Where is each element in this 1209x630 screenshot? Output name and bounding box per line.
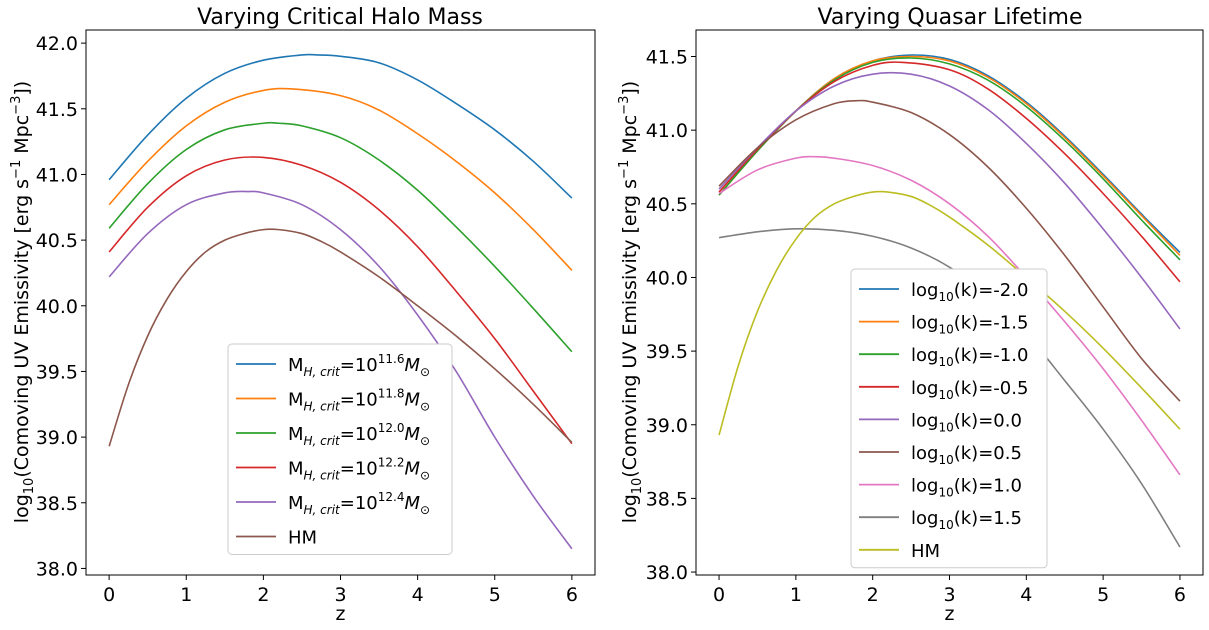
- y-axis-label: log10(Comoving UV Emissivity [erg s−1 Mp…: [617, 81, 645, 523]
- legend-label-4: MH, crit=1012.4M⊙: [288, 490, 430, 517]
- y-tick-label: 38.5: [646, 488, 688, 510]
- y-tick-label: 39.5: [36, 361, 78, 383]
- y-tick-label: 40.5: [36, 230, 78, 252]
- series-line-2: [108, 121, 573, 353]
- x-tick-label: 0: [103, 584, 115, 606]
- chart-title: Varying Critical Halo Mass: [197, 5, 483, 30]
- legend-label-2: MH, crit=1012.0M⊙: [288, 421, 430, 448]
- legend-label-5: HM: [288, 528, 317, 549]
- y-tick-label: 41.5: [36, 99, 78, 121]
- y-tick-label: 39.5: [646, 341, 688, 363]
- legend-label-8: HM: [911, 541, 940, 562]
- x-tick-label: 2: [867, 584, 879, 606]
- legend-box: [227, 343, 453, 555]
- legend-label-3: log10(k)=-0.5: [911, 378, 1028, 402]
- legend-label-5: log10(k)=0.5: [911, 443, 1022, 467]
- y-tick-label: 42.0: [36, 33, 78, 55]
- legend-label-4: log10(k)=0.0: [911, 410, 1022, 434]
- y-tick-label: 38.0: [646, 562, 688, 584]
- x-tick-label: 4: [1020, 584, 1032, 606]
- x-axis-label: z: [945, 603, 955, 625]
- legend-label-0: log10(k)=-2.0: [911, 280, 1028, 304]
- series-line-4: [108, 190, 573, 550]
- y-tick-label: 38.0: [36, 558, 78, 580]
- left-chart: 0 1 2 3 4 5 6 38.0 38.5 39.0 39.5 40.0 40.5 41.0 41.5 4…: [9, 5, 596, 625]
- series-line-0: [718, 54, 1181, 253]
- legend-box: [850, 268, 1048, 569]
- series-line-4: [718, 71, 1181, 330]
- series-line-3: [108, 156, 573, 445]
- legend-label-1: MH, crit=1011.8M⊙: [288, 387, 430, 414]
- y-tick-label: 40.0: [36, 296, 78, 318]
- y-tick-label: 39.0: [36, 427, 78, 449]
- series-line-6: [718, 155, 1181, 476]
- x-axis-label: z: [336, 603, 346, 625]
- legend-label-7: log10(k)=1.5: [911, 508, 1022, 532]
- y-tick-label: 41.5: [646, 47, 688, 69]
- legend-label-1: log10(k)=-1.5: [911, 313, 1028, 337]
- y-axis-label: log10(Comoving UV Emissivity [erg s−1 Mp…: [9, 81, 37, 523]
- y-tick-label: 41.0: [36, 164, 78, 186]
- series-line-0: [108, 53, 573, 199]
- x-tick-label: 6: [566, 584, 578, 606]
- y-tick-label: 39.0: [646, 415, 688, 437]
- y-tick-label: 40.5: [646, 194, 688, 216]
- right-chart: 0 1 2 3 4 5 6 38.0 38.5 39.0 39.5 40.0 40.5 41.0 41.5 V…: [617, 5, 1204, 625]
- x-tick-label: 0: [713, 584, 725, 606]
- y-tick-label: 38.5: [36, 493, 78, 515]
- y-tick-label: 40.0: [646, 267, 688, 289]
- chart-title: Varying Quasar Lifetime: [818, 5, 1083, 30]
- x-tick-label: 6: [1174, 584, 1186, 606]
- x-tick-label: 1: [790, 584, 802, 606]
- legend-label-0: MH, crit=1011.6M⊙: [288, 352, 430, 379]
- x-tick-label: 2: [257, 584, 269, 606]
- x-tick-label: 3: [943, 584, 955, 606]
- x-tick-label: 4: [412, 584, 424, 606]
- legend-label-3: MH, crit=1012.2M⊙: [288, 456, 430, 483]
- x-tick-label: 1: [180, 584, 192, 606]
- y-tick-label: 41.0: [646, 120, 688, 142]
- series-line-5: [108, 228, 573, 447]
- series-line-3: [718, 61, 1181, 283]
- series-line-1: [108, 87, 573, 271]
- x-tick-label: 5: [489, 584, 501, 606]
- series-line-8: [718, 190, 1181, 436]
- series-line-5: [718, 99, 1181, 402]
- legend-label-6: log10(k)=1.0: [911, 476, 1022, 500]
- x-tick-label: 3: [334, 584, 346, 606]
- x-tick-label: 5: [1097, 584, 1109, 606]
- series-line-7: [718, 227, 1181, 548]
- legend-label-2: log10(k)=-1.0: [911, 345, 1028, 369]
